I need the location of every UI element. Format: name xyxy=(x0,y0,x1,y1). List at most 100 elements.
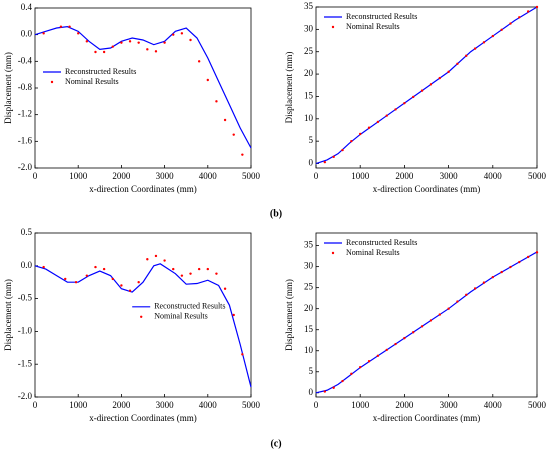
x-tick-label: 5000 xyxy=(242,171,261,181)
data-point xyxy=(491,34,494,38)
x-tick-label: 3000 xyxy=(156,400,175,410)
y-tick-label: -0.4 xyxy=(18,55,33,65)
y-axis-label: Displacement (mm) xyxy=(3,52,13,124)
x-tick-label: 0 xyxy=(33,400,38,410)
y-tick-label: -2.0 xyxy=(18,162,33,172)
data-point xyxy=(438,76,441,80)
data-point xyxy=(456,300,459,303)
legend-label: Reconstructed Results xyxy=(154,302,225,311)
x-tick-label: 0 xyxy=(314,171,319,181)
data-point xyxy=(412,95,415,99)
x-tick-label: 5000 xyxy=(242,400,261,410)
data-point xyxy=(223,287,227,290)
data-point xyxy=(376,354,380,357)
data-point xyxy=(146,48,149,51)
data-point xyxy=(518,260,521,264)
y-axis-label: Displacement (mm) xyxy=(3,279,13,351)
data-point xyxy=(482,281,486,284)
x-axis-label: x-direction Coordinates (mm) xyxy=(89,413,196,423)
x-tick-label: 4000 xyxy=(484,171,503,181)
x-tick-label: 5000 xyxy=(528,400,547,410)
x-tick-label: 1000 xyxy=(351,171,370,181)
plot-frame xyxy=(315,232,538,398)
x-tick-label: 2000 xyxy=(395,400,414,410)
x-tick-label: 0 xyxy=(314,400,319,410)
data-point xyxy=(172,267,175,271)
data-point xyxy=(385,348,388,352)
y-tick-label: -1.0 xyxy=(18,325,33,335)
x-tick-label: 2000 xyxy=(112,171,131,181)
y-tick-label: 20 xyxy=(304,303,314,313)
y-axis-label: Displacement (mm) xyxy=(284,279,294,351)
data-point xyxy=(412,331,415,334)
caption: (c) xyxy=(270,438,281,449)
data-point xyxy=(465,54,468,57)
data-point xyxy=(42,265,45,269)
x-tick-label: 1000 xyxy=(69,400,88,410)
data-point xyxy=(367,360,371,363)
data-point xyxy=(42,32,45,35)
data-point xyxy=(111,45,114,48)
y-tick-label: 5 xyxy=(309,366,314,376)
y-tick-label: 25 xyxy=(304,282,314,292)
y-tick-label: 20 xyxy=(304,68,314,78)
x-tick-label: 4000 xyxy=(199,400,218,410)
legend-label: Reconstructed Results xyxy=(346,12,417,21)
data-point xyxy=(128,40,132,43)
data-point xyxy=(447,70,450,74)
data-point xyxy=(535,251,539,254)
plot-frame xyxy=(315,6,538,169)
data-point xyxy=(232,313,235,317)
x-tick-label: 2000 xyxy=(395,171,414,181)
data-point xyxy=(394,108,397,111)
data-point xyxy=(500,270,503,274)
data-point xyxy=(473,47,477,50)
data-point xyxy=(85,40,89,43)
data-point xyxy=(111,277,114,281)
data-point xyxy=(241,153,244,156)
data-point xyxy=(447,307,450,310)
data-point xyxy=(120,41,123,44)
y-tick-label: 10 xyxy=(304,345,314,355)
data-point xyxy=(456,62,459,65)
y-tick-label: 10 xyxy=(304,113,314,123)
plot-frame xyxy=(34,7,252,169)
y-tick-label: 35 xyxy=(304,240,314,250)
data-point xyxy=(154,254,158,258)
data-point xyxy=(137,41,140,44)
data-point xyxy=(163,259,166,262)
legend-label: Nominal Results xyxy=(154,312,208,321)
data-point xyxy=(332,155,335,159)
x-axis-label: x-direction Coordinates (mm) xyxy=(373,413,480,423)
data-point xyxy=(385,114,388,117)
data-point xyxy=(341,148,344,152)
data-point xyxy=(420,89,424,92)
y-tick-label: 0 xyxy=(309,158,314,168)
y-tick-label: 0.5 xyxy=(21,227,33,237)
data-point xyxy=(215,100,218,103)
data-point xyxy=(137,281,140,284)
y-axis-label: Displacement (mm) xyxy=(284,52,294,124)
x-tick-label: 2000 xyxy=(112,400,131,410)
legend-swatch xyxy=(331,251,335,255)
data-point xyxy=(473,287,477,290)
data-point xyxy=(180,32,184,35)
data-point xyxy=(206,267,209,271)
legend-swatch xyxy=(331,25,335,29)
data-point xyxy=(500,28,503,32)
y-tick-label: -2.0 xyxy=(18,391,33,401)
data-point xyxy=(146,258,149,261)
data-point xyxy=(526,255,530,259)
y-tick-label: 0 xyxy=(309,387,314,397)
data-point xyxy=(241,353,244,356)
data-point xyxy=(420,325,424,328)
data-point xyxy=(465,293,468,297)
y-tick-label: -1.6 xyxy=(18,135,33,145)
data-point xyxy=(68,25,71,28)
y-tick-label: 15 xyxy=(304,91,314,101)
y-tick-label: 0.0 xyxy=(21,29,33,39)
x-tick-label: 1000 xyxy=(69,171,88,181)
legend-label: Reconstructed Results xyxy=(65,67,136,76)
data-point xyxy=(509,22,512,25)
